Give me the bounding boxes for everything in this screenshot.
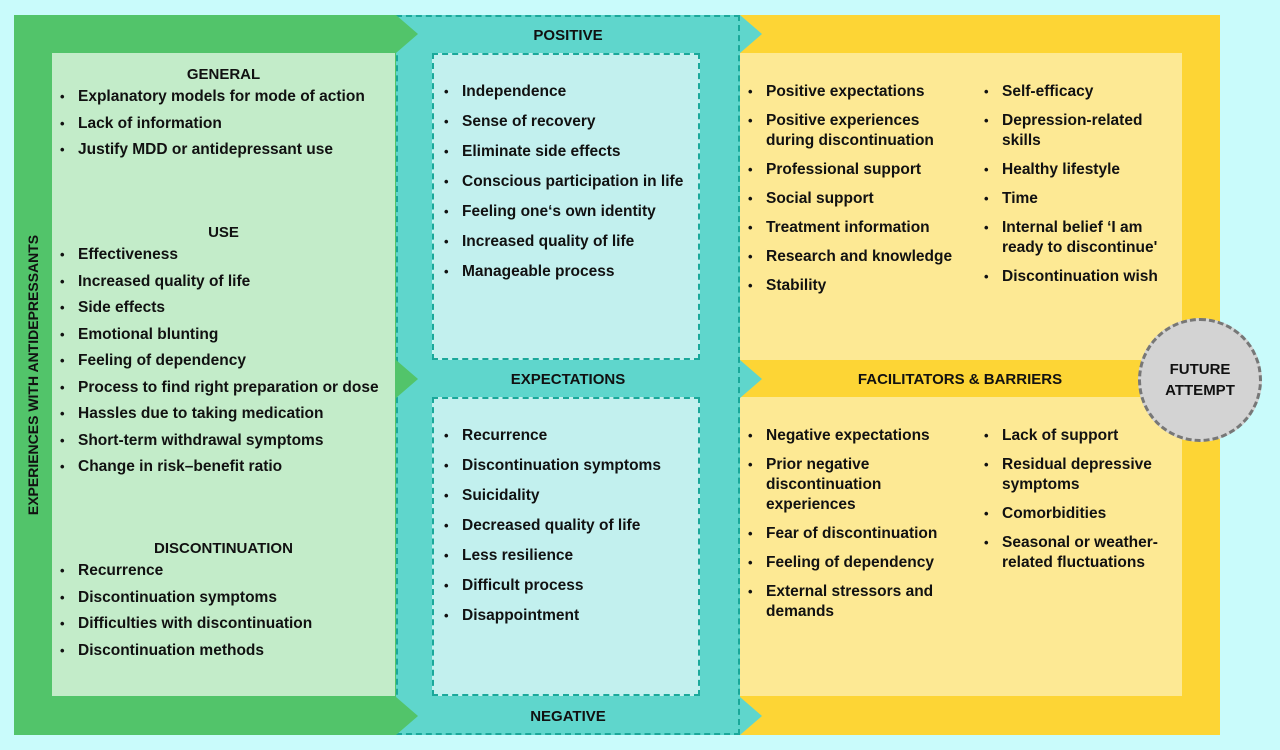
list-item: Recurrence <box>436 426 698 446</box>
list-item: Sense of recovery <box>436 112 698 132</box>
list-item: Difficult process <box>436 576 698 596</box>
list-item: Hassles due to taking medication <box>52 404 395 424</box>
list-item: Lack of information <box>52 114 395 134</box>
circle-line1: FUTURE <box>1169 361 1231 378</box>
barriers-list-2: Lack of support Residual depressive sympt… <box>976 426 1176 582</box>
facilitators-barriers-label: FACILITATORS & BARRIERS <box>857 371 1063 388</box>
experiences-label: EXPERIENCES WITH ANTIDEPRESSANTS <box>14 15 52 735</box>
list-item: Short-term withdrawal symptoms <box>52 431 395 451</box>
positive-list: Independence Sense of recovery Eliminate s… <box>436 82 698 292</box>
barriers-list-1: Negative expectations Prior negative disc… <box>740 426 965 631</box>
list-item: Self-efficacy <box>976 82 1176 102</box>
list-item: Explanatory models for mode of action <box>52 87 395 107</box>
list-item: Residual depressive symptoms <box>976 455 1176 495</box>
discontinuation-section: DISCONTINUATION Recurrence Discontinuatio… <box>52 540 395 667</box>
list-item: Effectiveness <box>52 245 395 265</box>
list-item: Depression-related skills <box>976 111 1176 151</box>
list-item: Side effects <box>52 298 395 318</box>
future-attempt-circle: FUTURE ATTEMPT <box>1138 318 1262 442</box>
list-item: Social support <box>740 189 965 209</box>
section-title: GENERAL <box>186 66 261 83</box>
list-item: Increased quality of life <box>52 272 395 292</box>
list-item: Discontinuation wish <box>976 267 1176 287</box>
list-item: Conscious participation in life <box>436 172 698 192</box>
section-title: DISCONTINUATION <box>154 540 293 557</box>
list-item: Recurrence <box>52 561 395 581</box>
list-item: Feeling of dependency <box>740 553 965 573</box>
positive-label: POSITIVE <box>533 27 603 44</box>
general-section: GENERAL Explanatory models for mode of a… <box>52 66 395 167</box>
list-item: Discontinuation symptoms <box>436 456 698 476</box>
list-item: Comorbidities <box>976 504 1176 524</box>
list-item: External stressors and demands <box>740 582 965 622</box>
negative-list: Recurrence Discontinuation symptoms Suicid… <box>436 426 698 636</box>
list-item: Lack of support <box>976 426 1176 446</box>
list-item: Discontinuation methods <box>52 641 395 661</box>
list-item: Increased quality of life <box>436 232 698 252</box>
list-item: Stability <box>740 276 965 296</box>
list-item: Justify MDD or antidepressant use <box>52 140 395 160</box>
list-item: Healthy lifestyle <box>976 160 1176 180</box>
list-item: Feeling of dependency <box>52 351 395 371</box>
list-item: Disappointment <box>436 606 698 626</box>
list-item: Positive experiences during discontinuat… <box>740 111 965 151</box>
list-item: Suicidality <box>436 486 698 506</box>
facilitators-list-1: Positive expectations Positive experience… <box>740 82 965 305</box>
list-item: Discontinuation symptoms <box>52 588 395 608</box>
negative-label: NEGATIVE <box>530 708 606 725</box>
list-item: Process to find right preparation or dos… <box>52 378 395 398</box>
list-item: Decreased quality of life <box>436 516 698 536</box>
list-item: Manageable process <box>436 262 698 282</box>
use-section: USE Effectiveness Increased quality of li… <box>52 224 395 484</box>
list-item: Negative expectations <box>740 426 965 446</box>
list-item: Treatment information <box>740 218 965 238</box>
vertical-label: EXPERIENCES WITH ANTIDEPRESSANTS <box>25 234 41 516</box>
list-item: Independence <box>436 82 698 102</box>
list-item: Change in risk–benefit ratio <box>52 457 395 477</box>
list-item: Less resilience <box>436 546 698 566</box>
list-item: Fear of discontinuation <box>740 524 965 544</box>
facilitators-list-2: Self-efficacy Depression-related skills He… <box>976 82 1176 296</box>
section-title: USE <box>208 224 239 241</box>
expectations-label: EXPECTATIONS <box>510 371 626 388</box>
list-item: Positive expectations <box>740 82 965 102</box>
list-item: Seasonal or weather-related fluctuations <box>976 533 1176 573</box>
list-item: Emotional blunting <box>52 325 395 345</box>
list-item: Research and knowledge <box>740 247 965 267</box>
list-item: Time <box>976 189 1176 209</box>
circle-line2: ATTEMPT <box>1165 382 1235 399</box>
list-item: Difficulties with discontinuation <box>52 614 395 634</box>
list-item: Prior negative discontinuation experienc… <box>740 455 965 515</box>
list-item: Internal belief ‘I am ready to discontin… <box>976 218 1176 258</box>
list-item: Eliminate side effects <box>436 142 698 162</box>
list-item: Feeling one‘s own identity <box>436 202 698 222</box>
list-item: Professional support <box>740 160 965 180</box>
